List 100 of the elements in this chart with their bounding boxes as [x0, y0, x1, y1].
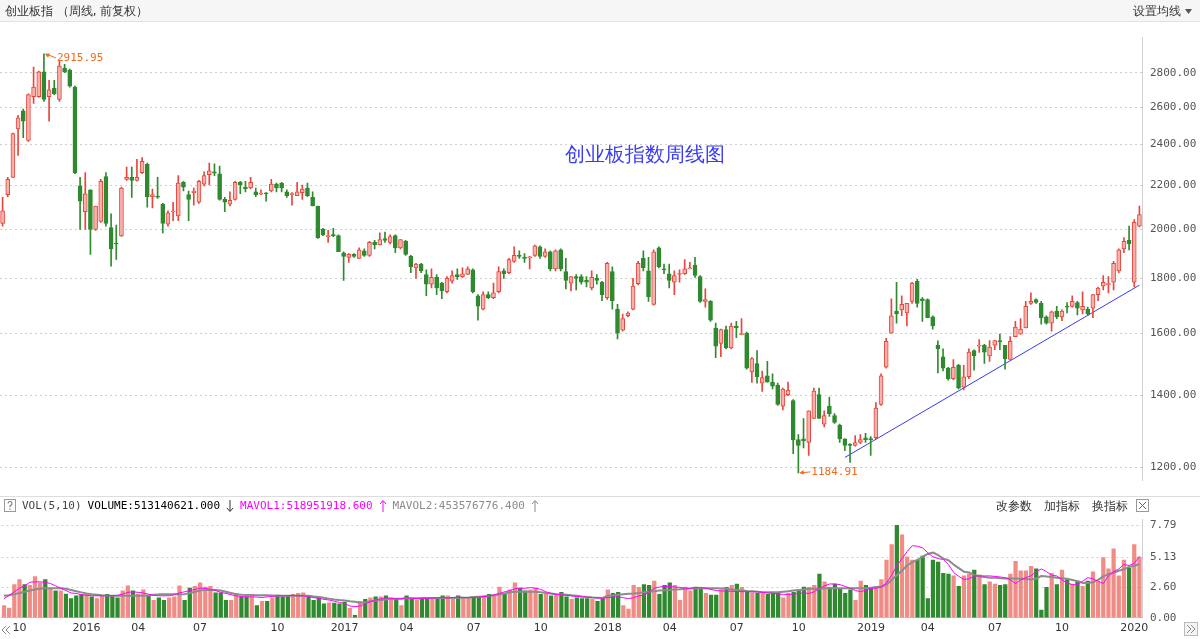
- candlestick: [982, 344, 987, 364]
- bar: [146, 595, 151, 618]
- bar: [548, 595, 554, 618]
- y-tick-label: 5.13: [1150, 549, 1177, 563]
- candlestick: [429, 268, 434, 289]
- bar: [755, 593, 760, 618]
- y-tick-label: 1200.00: [1150, 459, 1197, 473]
- candlestick: [956, 364, 961, 390]
- candlestick: [708, 300, 713, 322]
- candlestick: [330, 228, 336, 237]
- bar: [977, 574, 982, 618]
- candlestick: [124, 166, 129, 181]
- candlestick: [1013, 321, 1018, 338]
- candlestick: [1018, 318, 1023, 335]
- candlestick: [589, 270, 594, 291]
- candlestick: [1044, 315, 1049, 325]
- candlestick: [1049, 310, 1054, 332]
- x-tick-label: 2017: [330, 621, 359, 635]
- candlestick: [997, 333, 1003, 351]
- bar: [327, 602, 332, 618]
- candlestick: [341, 251, 346, 281]
- bar: [399, 605, 404, 618]
- candlestick: [573, 274, 579, 291]
- candlestick: [465, 266, 470, 275]
- candlestick: [134, 158, 140, 182]
- candlestick: [553, 249, 558, 272]
- candlestick: [1028, 292, 1034, 305]
- bar: [703, 593, 709, 618]
- candlestick: [212, 163, 217, 176]
- bar: [53, 590, 58, 618]
- bar: [579, 598, 585, 618]
- candlestick: [181, 180, 186, 192]
- candlestick: [217, 165, 222, 201]
- bar: [1054, 584, 1059, 618]
- y-tick-label: 2.60: [1150, 579, 1177, 593]
- candlestick: [367, 241, 372, 257]
- candlestick: [661, 263, 667, 275]
- candlestick: [548, 250, 553, 272]
- bar: [151, 600, 156, 618]
- bar: [502, 593, 507, 618]
- candlestick: [150, 188, 155, 209]
- candlestick: [0, 197, 5, 227]
- candlestick: [615, 304, 620, 340]
- candlestick: [1075, 301, 1080, 316]
- candlestick: [434, 274, 439, 296]
- candlestick: [155, 177, 160, 199]
- bar: [63, 593, 69, 618]
- candlestick: [925, 298, 930, 319]
- candlestick: [682, 259, 688, 275]
- bar: [161, 600, 167, 618]
- candlestick: [801, 418, 806, 449]
- candlestick: [558, 248, 563, 272]
- x-tick-label: 2020: [1120, 621, 1149, 635]
- y-tick-label: 0.00: [1150, 610, 1177, 624]
- candlestick: [336, 234, 341, 253]
- bar: [1126, 567, 1132, 618]
- candlestick: [703, 288, 708, 308]
- candlestick: [1080, 291, 1085, 315]
- candlestick: [129, 166, 135, 198]
- candlestick: [858, 434, 863, 444]
- bar: [543, 594, 549, 618]
- bar: [1075, 580, 1080, 618]
- candlestick: [372, 240, 377, 250]
- bar: [68, 598, 74, 618]
- bar: [956, 586, 961, 618]
- bar: [982, 584, 987, 618]
- y-tick-label: 2800.00: [1150, 65, 1197, 79]
- candlestick: [57, 60, 62, 102]
- bar: [48, 587, 53, 618]
- text: 换指标: [1092, 498, 1128, 515]
- candlestick: [951, 359, 956, 380]
- text: MAVOL2:453576776.400: [392, 499, 525, 512]
- candlestick: [310, 191, 315, 207]
- bar: [84, 594, 89, 618]
- candlestick: [88, 189, 93, 255]
- candlestick: [987, 340, 992, 362]
- x-tick-label: 10: [533, 621, 548, 635]
- candlestick: [651, 249, 657, 306]
- candlestick: [26, 93, 31, 142]
- x-tick-label: 07: [987, 621, 1002, 635]
- bar: [373, 596, 378, 618]
- candlestick: [584, 276, 589, 288]
- candlestick: [93, 205, 98, 231]
- candlestick: [119, 186, 124, 237]
- candlestick: [646, 257, 651, 302]
- x-tick-label: 2016: [72, 621, 101, 635]
- bar: [997, 585, 1003, 618]
- candlestick: [827, 396, 832, 417]
- bar: [930, 559, 936, 618]
- x-tick-label: 04: [920, 621, 935, 635]
- candlestick: [31, 66, 36, 104]
- x-tick-label: 04: [131, 621, 146, 635]
- bar: [1, 605, 7, 618]
- candlestick: [186, 190, 191, 221]
- bar: [750, 592, 755, 618]
- candlestick: [460, 267, 465, 278]
- bar: [569, 599, 574, 618]
- candlestick: [496, 266, 501, 294]
- candlestick: [889, 298, 894, 334]
- candlestick: [263, 192, 269, 202]
